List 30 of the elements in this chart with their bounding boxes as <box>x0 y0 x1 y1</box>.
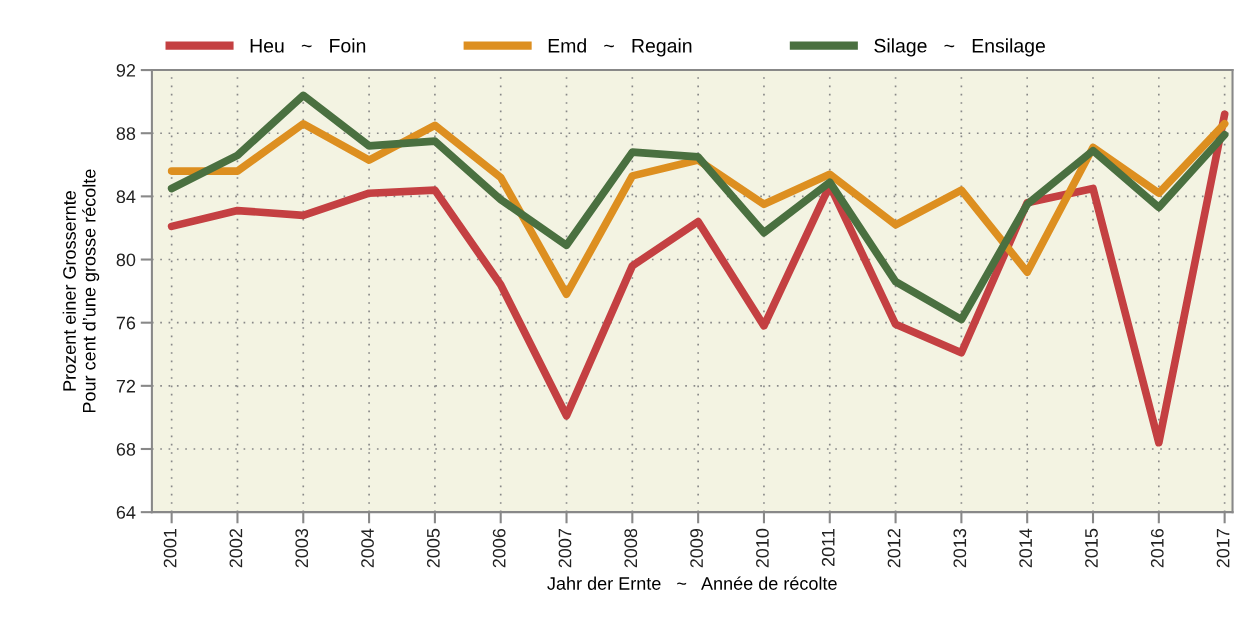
x-tick-label: 2007 <box>558 529 572 568</box>
x-tick-label: 2013 <box>953 528 967 568</box>
x-tick-label: 2006 <box>492 528 506 568</box>
y-tick-label: 92 <box>116 64 136 77</box>
x-tick-label: 2002 <box>229 529 243 568</box>
legend-label: Heu ~ Foin <box>250 38 366 53</box>
y-tick-label: 76 <box>116 316 136 330</box>
y-tick-label: 84 <box>116 190 136 204</box>
x-tick-label: 2008 <box>624 528 638 568</box>
y-tick-label: 80 <box>116 253 136 267</box>
x-axis-title: Jahr der Ernte ~ Année de récolte <box>547 576 837 590</box>
y-tick-label: 88 <box>116 127 136 140</box>
x-tick-label: 2012 <box>887 529 901 568</box>
x-tick-label: 2009 <box>690 528 703 568</box>
legend-label: Silage ~ Ensilage <box>874 38 1045 57</box>
x-tick-label: 2016 <box>1150 528 1164 568</box>
x-tick-label: 2003 <box>295 528 309 568</box>
y-tick-label: 68 <box>116 442 136 456</box>
x-tick-label: 2005 <box>426 528 440 568</box>
x-tick-label: 2001 <box>163 529 177 568</box>
y-tick-label: 64 <box>116 506 136 519</box>
y-axis-title: Prozent einer Grossernte Pour cent d’une grosse récolte <box>62 169 100 413</box>
x-tick-label: 2011 <box>821 529 835 567</box>
y-tick-label: 72 <box>116 379 136 393</box>
x-tick-label: 2014 <box>1019 528 1033 568</box>
x-tick-label: 2004 <box>361 528 374 568</box>
x-tick-label: 2010 <box>756 528 769 568</box>
x-tick-label: 2015 <box>1085 528 1098 568</box>
x-tick-label: 2017 <box>1216 529 1230 568</box>
legend-label: Emd ~ Regain <box>548 38 692 57</box>
